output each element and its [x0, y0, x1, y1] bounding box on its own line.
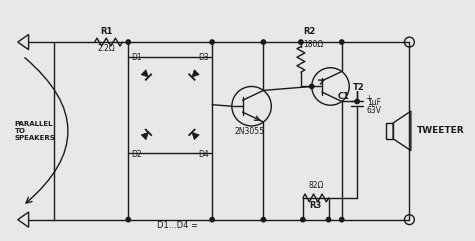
Polygon shape: [141, 132, 149, 140]
Circle shape: [340, 217, 344, 222]
Circle shape: [355, 99, 359, 104]
Circle shape: [261, 217, 266, 222]
Text: D1...D4 =: D1...D4 =: [157, 221, 198, 229]
Text: R1: R1: [100, 27, 113, 36]
Polygon shape: [192, 70, 199, 77]
Text: 82Ω: 82Ω: [308, 181, 323, 190]
Circle shape: [301, 217, 305, 222]
Text: 180Ω: 180Ω: [303, 40, 323, 49]
Circle shape: [310, 84, 314, 89]
Circle shape: [299, 40, 303, 44]
Text: D2: D2: [131, 150, 142, 159]
Text: PARALLEL
TO
SPEAKERS: PARALLEL TO SPEAKERS: [15, 121, 56, 141]
Circle shape: [340, 40, 344, 44]
FancyArrowPatch shape: [25, 58, 68, 203]
Text: +: +: [365, 94, 372, 103]
Text: TWEETER: TWEETER: [418, 126, 465, 135]
Text: 2.2Ω: 2.2Ω: [98, 44, 115, 53]
Text: D3: D3: [199, 53, 209, 62]
Circle shape: [261, 40, 266, 44]
Polygon shape: [141, 70, 149, 77]
Text: R2: R2: [303, 27, 315, 36]
Text: D4: D4: [199, 150, 209, 159]
Circle shape: [126, 217, 131, 222]
Text: D1: D1: [131, 53, 142, 62]
Circle shape: [210, 40, 214, 44]
Circle shape: [126, 40, 131, 44]
Circle shape: [326, 217, 331, 222]
Text: 1μF: 1μF: [367, 98, 381, 107]
Polygon shape: [192, 132, 199, 140]
Text: 2N3055: 2N3055: [235, 127, 265, 136]
Circle shape: [210, 217, 214, 222]
Bar: [386, 123, 393, 139]
Text: T2: T2: [353, 83, 365, 92]
Text: R3: R3: [310, 201, 322, 210]
Text: C1: C1: [337, 92, 349, 101]
Text: 63V: 63V: [367, 106, 382, 115]
